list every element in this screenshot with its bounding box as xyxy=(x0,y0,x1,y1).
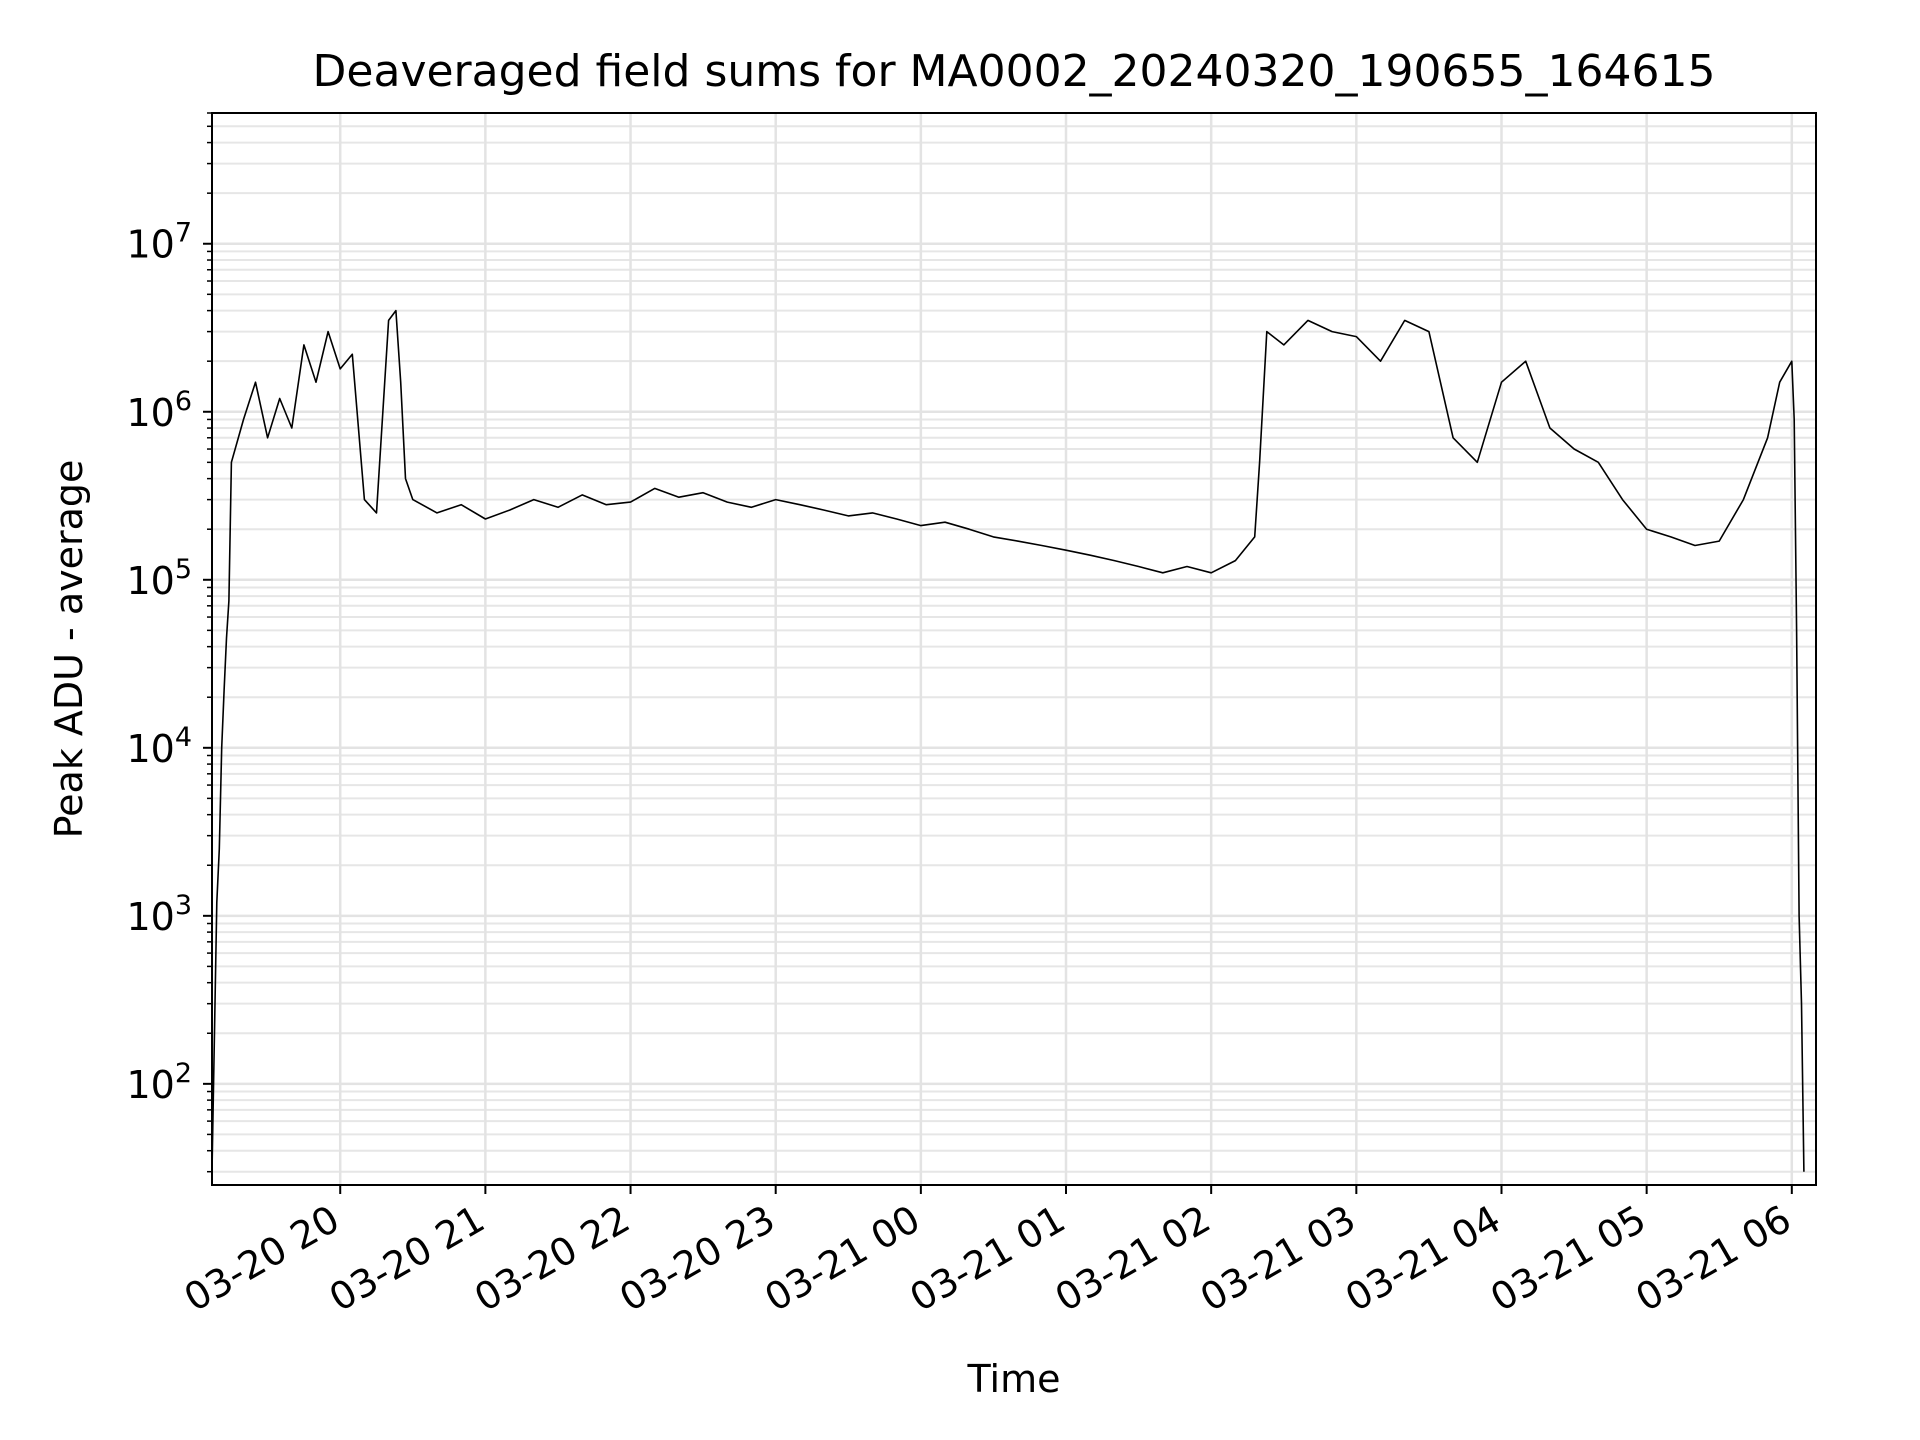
y-tick-label: 104 xyxy=(126,722,192,771)
y-tick-label-base: 10 xyxy=(126,727,174,771)
y-tick-label: 103 xyxy=(126,890,192,939)
y-tick-label-exponent: 7 xyxy=(175,218,192,249)
y-tick-label-exponent: 4 xyxy=(175,722,192,753)
y-tick-label-exponent: 3 xyxy=(175,890,192,921)
plot-frame xyxy=(211,112,1817,1186)
y-tick-label: 107 xyxy=(126,218,192,267)
series-layer xyxy=(211,309,1805,1172)
x-axis-label: Time xyxy=(967,1357,1061,1401)
y-tick-label-base: 10 xyxy=(126,1063,174,1107)
y-tick-label: 105 xyxy=(126,554,192,603)
y-tick-label: 106 xyxy=(126,386,192,435)
series-line xyxy=(211,309,1805,1172)
y-tick-label-base: 10 xyxy=(126,391,174,435)
y-tick-label-base: 10 xyxy=(126,559,174,603)
y-axis-label: Peak ADU - average xyxy=(47,460,91,839)
y-tick-label-exponent: 2 xyxy=(175,1058,192,1089)
y-tick-label-exponent: 5 xyxy=(175,554,192,585)
grid xyxy=(212,112,1816,1185)
y-tick-label-base: 10 xyxy=(126,223,174,267)
y-tick-label-exponent: 6 xyxy=(175,386,192,417)
chart-title: Deaveraged field sums for MA0002_2024032… xyxy=(313,46,1716,97)
y-tick-label: 102 xyxy=(126,1058,192,1107)
y-tick-label-base: 10 xyxy=(126,895,174,939)
